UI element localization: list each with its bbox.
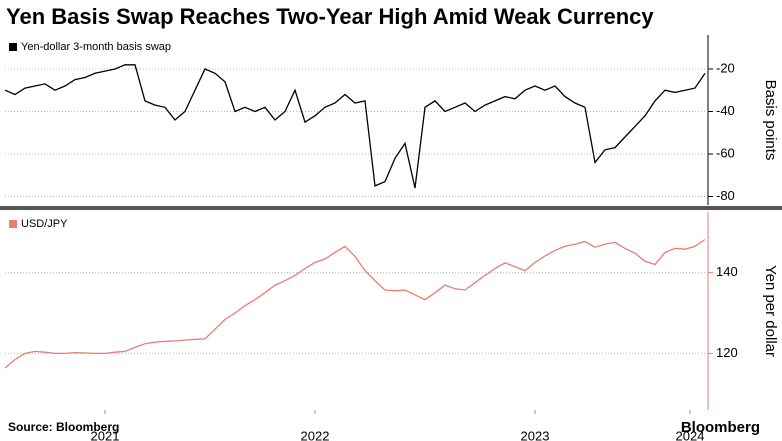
panel-divider: [0, 206, 782, 210]
data-line: [4, 64, 706, 189]
legend-label: Yen-dollar 3-month basis swap: [21, 41, 171, 53]
data-line: [4, 238, 706, 369]
y-tick-label: 140: [716, 264, 738, 279]
brand: Bloomberg: [681, 419, 760, 436]
y-tick-label: -80: [716, 188, 735, 203]
x-tick-label: 2024: [676, 428, 705, 441]
y-tick-label: -20: [716, 60, 735, 75]
legend-label: USD/JPY: [21, 218, 68, 230]
source: Source: Bloomberg: [8, 420, 119, 434]
chart-title: Yen Basis Swap Reaches Two-Year High Ami…: [6, 4, 654, 29]
y-axis-title: Yen per dollar: [762, 265, 779, 357]
y-axis-title: Basis points: [762, 80, 779, 161]
x-tick-label: 2021: [91, 428, 120, 441]
y-tick-label: -60: [716, 145, 735, 160]
legend-swatch: [9, 43, 17, 51]
x-tick-label: 2023: [521, 428, 550, 441]
y-tick-label: 120: [716, 345, 738, 360]
legend-swatch: [9, 220, 17, 228]
legend-background: [6, 215, 196, 233]
x-tick-label: 2022: [301, 428, 330, 441]
legend-background: [6, 38, 196, 56]
y-tick-label: -40: [716, 103, 735, 118]
